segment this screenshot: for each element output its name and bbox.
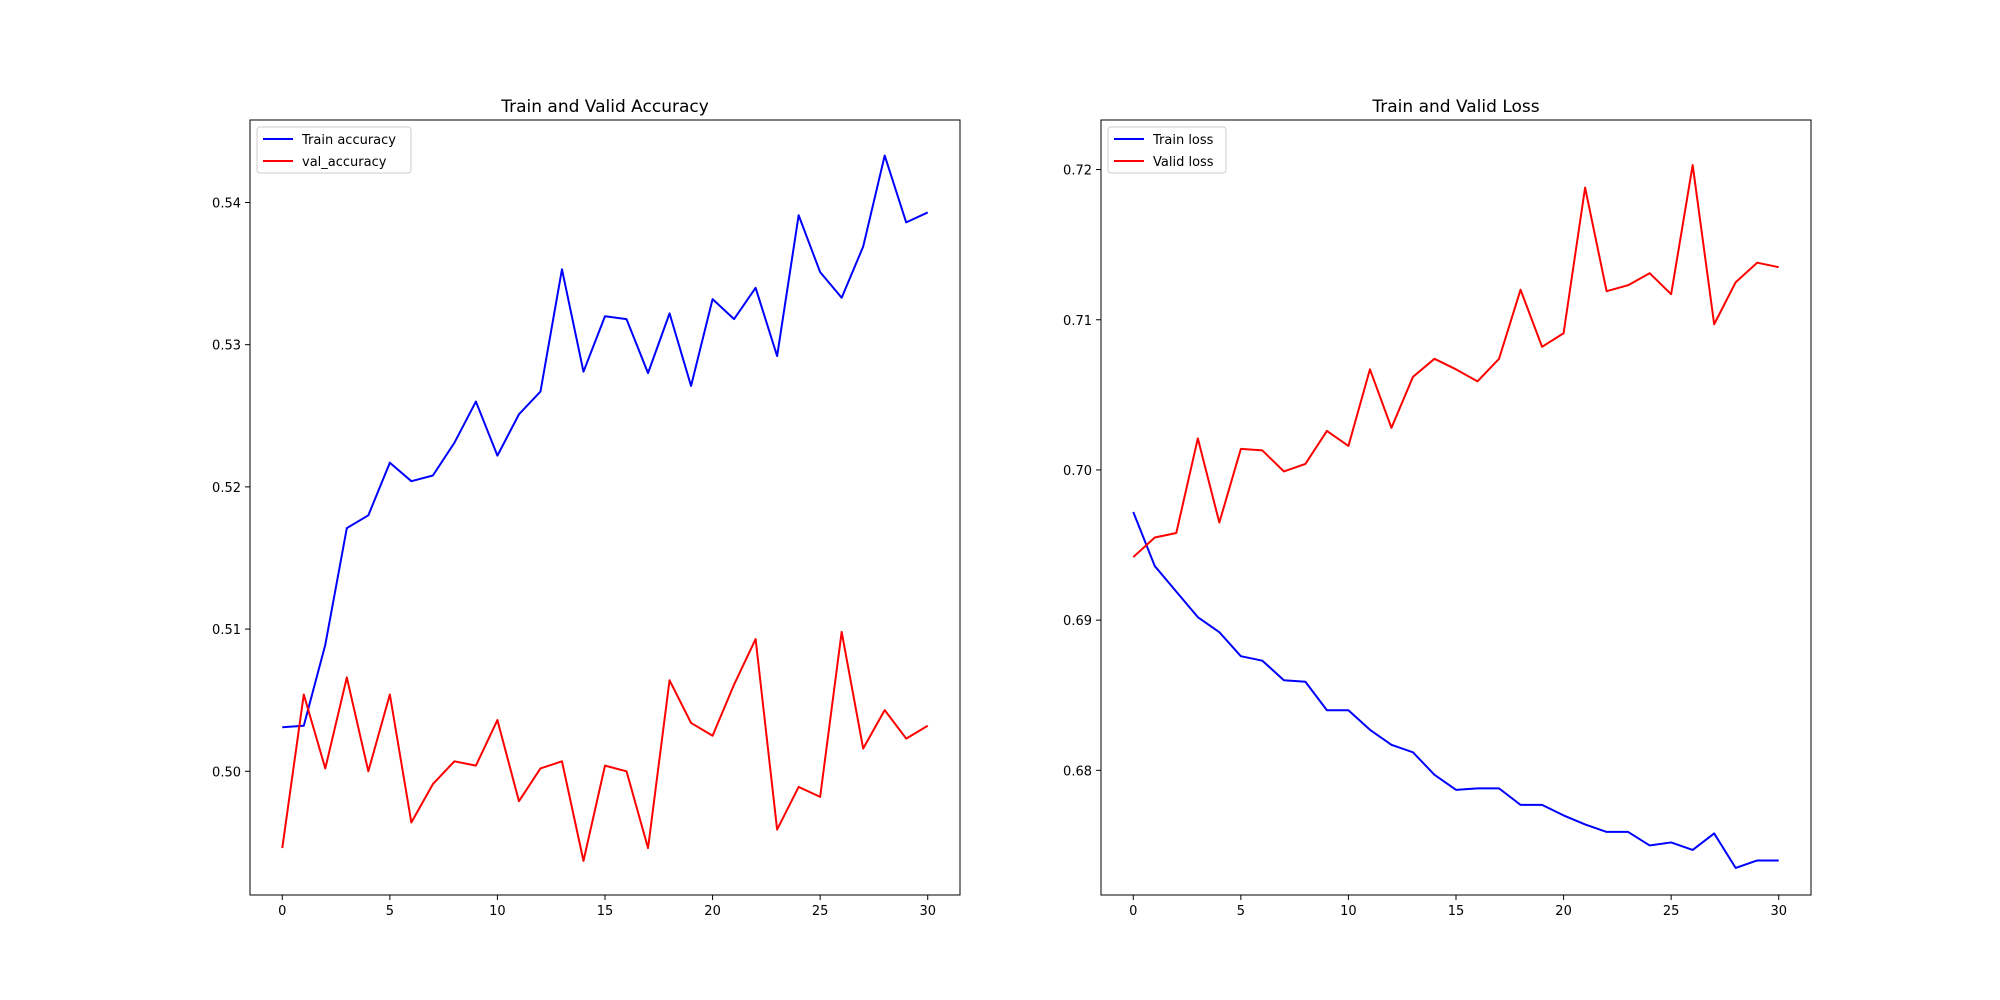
legend: Train accuracy val_accuracy (256, 126, 412, 174)
chart-title: Train and Valid Loss (1371, 97, 1539, 117)
plot-frame (249, 119, 961, 896)
x-tick-label: 5 (386, 904, 394, 919)
legend: Train loss Valid loss (1107, 126, 1227, 174)
legend-box (256, 126, 412, 174)
plot-lines (281, 154, 929, 862)
legend-label-val-accuracy: val_accuracy (302, 155, 387, 170)
y-tick-label: 0.54 (212, 196, 241, 211)
x-tick-label: 25 (812, 904, 829, 919)
x-tick-label: 10 (1340, 904, 1357, 919)
x-tick-label: 0 (1129, 904, 1137, 919)
chart-title: Train and Valid Accuracy (500, 97, 709, 117)
series-line-train-loss (1132, 511, 1779, 869)
x-tick-label: 20 (704, 904, 721, 919)
x-tick-label: 10 (489, 904, 506, 919)
x-tick-label: 5 (1237, 904, 1245, 919)
x-tick-label: 30 (1770, 904, 1787, 919)
x-tick-label: 25 (1663, 904, 1680, 919)
legend-label-train-loss: Train loss (1152, 133, 1214, 148)
y-tick-label: 0.72 (1063, 164, 1092, 179)
loss-chart: Train and Valid Loss 0 5 10 15 20 25 30 0.680.… (1063, 97, 1812, 919)
x-tick-label: 15 (597, 904, 614, 919)
y-axis: 0.50 0.51 0.52 0.53 0.54 (212, 196, 250, 780)
y-tick-label: 0.52 (212, 481, 241, 496)
legend-label-valid-loss: Valid loss (1153, 155, 1214, 170)
y-axis: 0.68 0.69 0.70 0.71 0.72 (1063, 164, 1101, 779)
series-line-train-accuracy (282, 154, 929, 729)
x-tick-label: 0 (278, 904, 286, 919)
y-tick-label: 0.51 (212, 623, 241, 638)
series-line-valid-loss (1132, 164, 1779, 558)
y-tick-label: 0.68 (1063, 764, 1092, 779)
plot-lines (1132, 164, 1779, 869)
x-tick-label: 30 (919, 904, 936, 919)
x-axis: 0 5 10 15 20 25 30 (1129, 895, 1787, 919)
y-tick-label: 0.70 (1063, 464, 1092, 479)
accuracy-chart: Train and Valid Accuracy 0 5 10 15 20 25 30 0.… (212, 97, 961, 919)
y-tick-label: 0.69 (1063, 614, 1092, 629)
x-axis: 0 5 10 15 20 25 30 (278, 895, 936, 919)
y-tick-label: 0.50 (212, 765, 241, 780)
y-tick-label: 0.53 (212, 339, 241, 354)
legend-label-train-accuracy: Train accuracy (301, 133, 396, 148)
x-tick-label: 20 (1555, 904, 1572, 919)
plot-frame (1100, 119, 1812, 896)
series-line-val-accuracy (281, 630, 929, 862)
y-tick-label: 0.71 (1063, 314, 1092, 329)
x-tick-label: 15 (1448, 904, 1465, 919)
